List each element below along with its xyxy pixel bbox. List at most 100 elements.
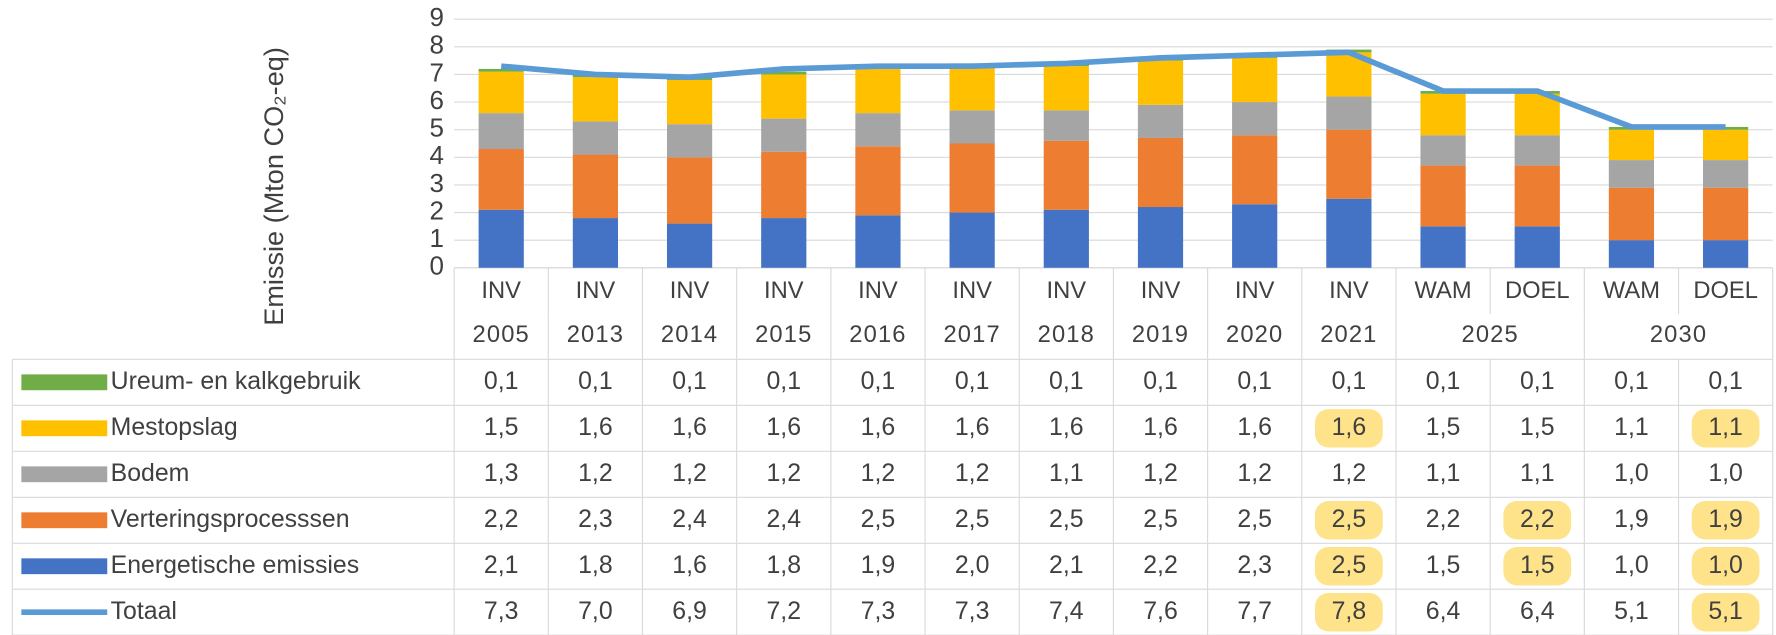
table-value: 1,1: [1520, 460, 1555, 487]
bar-segment: [1608, 187, 1655, 241]
table-value: 2,5: [1049, 506, 1084, 533]
legend-label: Ureum- en kalkgebruik: [111, 368, 361, 395]
table-value: 1,6: [1237, 414, 1272, 441]
bar-segment: [1608, 129, 1655, 161]
x-tick-label: INV: [1235, 278, 1275, 304]
table-value: 1,9: [1614, 506, 1649, 533]
table-value: 0,1: [955, 368, 990, 395]
table-value: 2,0: [955, 552, 990, 579]
table-value: 7,3: [861, 598, 896, 625]
table-value: 2,5: [955, 506, 990, 533]
table-value: 1,1: [1426, 460, 1461, 487]
legend-key: [21, 512, 108, 529]
table-value: 1,8: [578, 552, 613, 579]
bar-segment: [1232, 204, 1278, 268]
table-value: 2,3: [578, 506, 613, 533]
table-value: 1,3: [484, 460, 519, 487]
bar-segment: [1326, 198, 1372, 268]
table-value: 1,5: [1520, 552, 1555, 579]
bar-segment: [855, 146, 901, 216]
bar-segment: [1514, 226, 1560, 268]
table-value: 0,1: [1049, 368, 1084, 395]
bar-segment: [572, 154, 619, 219]
table-value: 1,2: [861, 460, 896, 487]
table-value: 2,3: [1237, 552, 1272, 579]
table-value: 7,3: [484, 598, 519, 625]
table-value: 7,3: [955, 598, 990, 625]
table-value: 1,5: [1426, 552, 1461, 579]
legend-key: [21, 558, 108, 575]
table-value: 1,1: [1614, 414, 1649, 441]
bar-segment: [1514, 93, 1560, 136]
bar-segment: [1043, 110, 1089, 141]
x-group-label: 2020: [1226, 322, 1283, 348]
highlight: [1314, 501, 1383, 540]
bar-segment: [666, 157, 713, 224]
table-value: 1,1: [1708, 414, 1743, 441]
highlight: [1503, 501, 1572, 540]
bar-segment: [761, 74, 807, 119]
table-value: 0,1: [1332, 368, 1367, 395]
table-value: 0,1: [1708, 368, 1743, 395]
bar-segment: [478, 68, 524, 72]
bar-segment: [1420, 165, 1466, 227]
x-group-label: 2025: [1462, 322, 1519, 348]
table-value: 2,5: [1237, 506, 1272, 533]
bar-segment: [1703, 187, 1749, 241]
y-tick-label: 7: [429, 57, 443, 87]
highlight: [1314, 593, 1383, 632]
table-value: 6,4: [1426, 598, 1461, 625]
x-tick-label: WAM: [1603, 278, 1660, 304]
table-value: 6,9: [672, 598, 707, 625]
table-value: 7,2: [766, 598, 801, 625]
bar-segment: [1514, 165, 1560, 227]
table-value: 1,6: [1332, 414, 1367, 441]
table-value: 7,7: [1237, 598, 1272, 625]
table-value: 7,8: [1332, 598, 1367, 625]
bar-segment: [1608, 160, 1655, 188]
legend-label: Bodem: [111, 460, 190, 487]
x-group-label: 2030: [1650, 322, 1707, 348]
bar-segment: [761, 71, 807, 75]
bar-segment: [1326, 129, 1372, 199]
y-tick-label: 8: [429, 30, 443, 60]
bar-segment: [761, 218, 807, 268]
table-value: 2,2: [484, 506, 519, 533]
legend-label: Totaal: [111, 598, 177, 625]
table-value: 2,4: [672, 506, 707, 533]
table-value: 7,4: [1049, 598, 1084, 625]
y-tick-label: 5: [429, 113, 443, 143]
bar-segment: [761, 151, 807, 219]
y-tick-label: 4: [429, 140, 443, 170]
table-value: 1,8: [766, 552, 801, 579]
table-value: 1,6: [578, 414, 613, 441]
table-value: 2,1: [484, 552, 519, 579]
table-value: 1,5: [1520, 414, 1555, 441]
legend-label: Verteringsprocesssen: [111, 506, 350, 533]
bar-segment: [855, 215, 901, 268]
table-value: 1,1: [1049, 460, 1084, 487]
bar-segment: [949, 66, 995, 111]
bar-segment: [1514, 135, 1560, 166]
bar-segment: [666, 124, 713, 158]
bar-segment: [572, 77, 619, 122]
highlight: [1691, 593, 1760, 632]
total-line: [500, 49, 1726, 130]
x-tick-label: INV: [1141, 278, 1181, 304]
table-value: 7,6: [1143, 598, 1178, 625]
bar-segment: [1137, 104, 1184, 138]
table-value: 1,6: [766, 414, 801, 441]
table-value: 0,1: [484, 368, 519, 395]
x-tick-label: WAM: [1415, 278, 1472, 304]
bar-segment: [761, 118, 807, 152]
table-value: 1,2: [955, 460, 990, 487]
bar-segment: [572, 218, 619, 268]
bar-segment: [478, 71, 524, 114]
x-tick-label: INV: [670, 278, 710, 304]
x-tick-label: INV: [952, 278, 992, 304]
table-value: 2,2: [1426, 506, 1461, 533]
table-value: 0,1: [861, 368, 896, 395]
table-value: 0,1: [766, 368, 801, 395]
highlight: [1503, 547, 1572, 586]
